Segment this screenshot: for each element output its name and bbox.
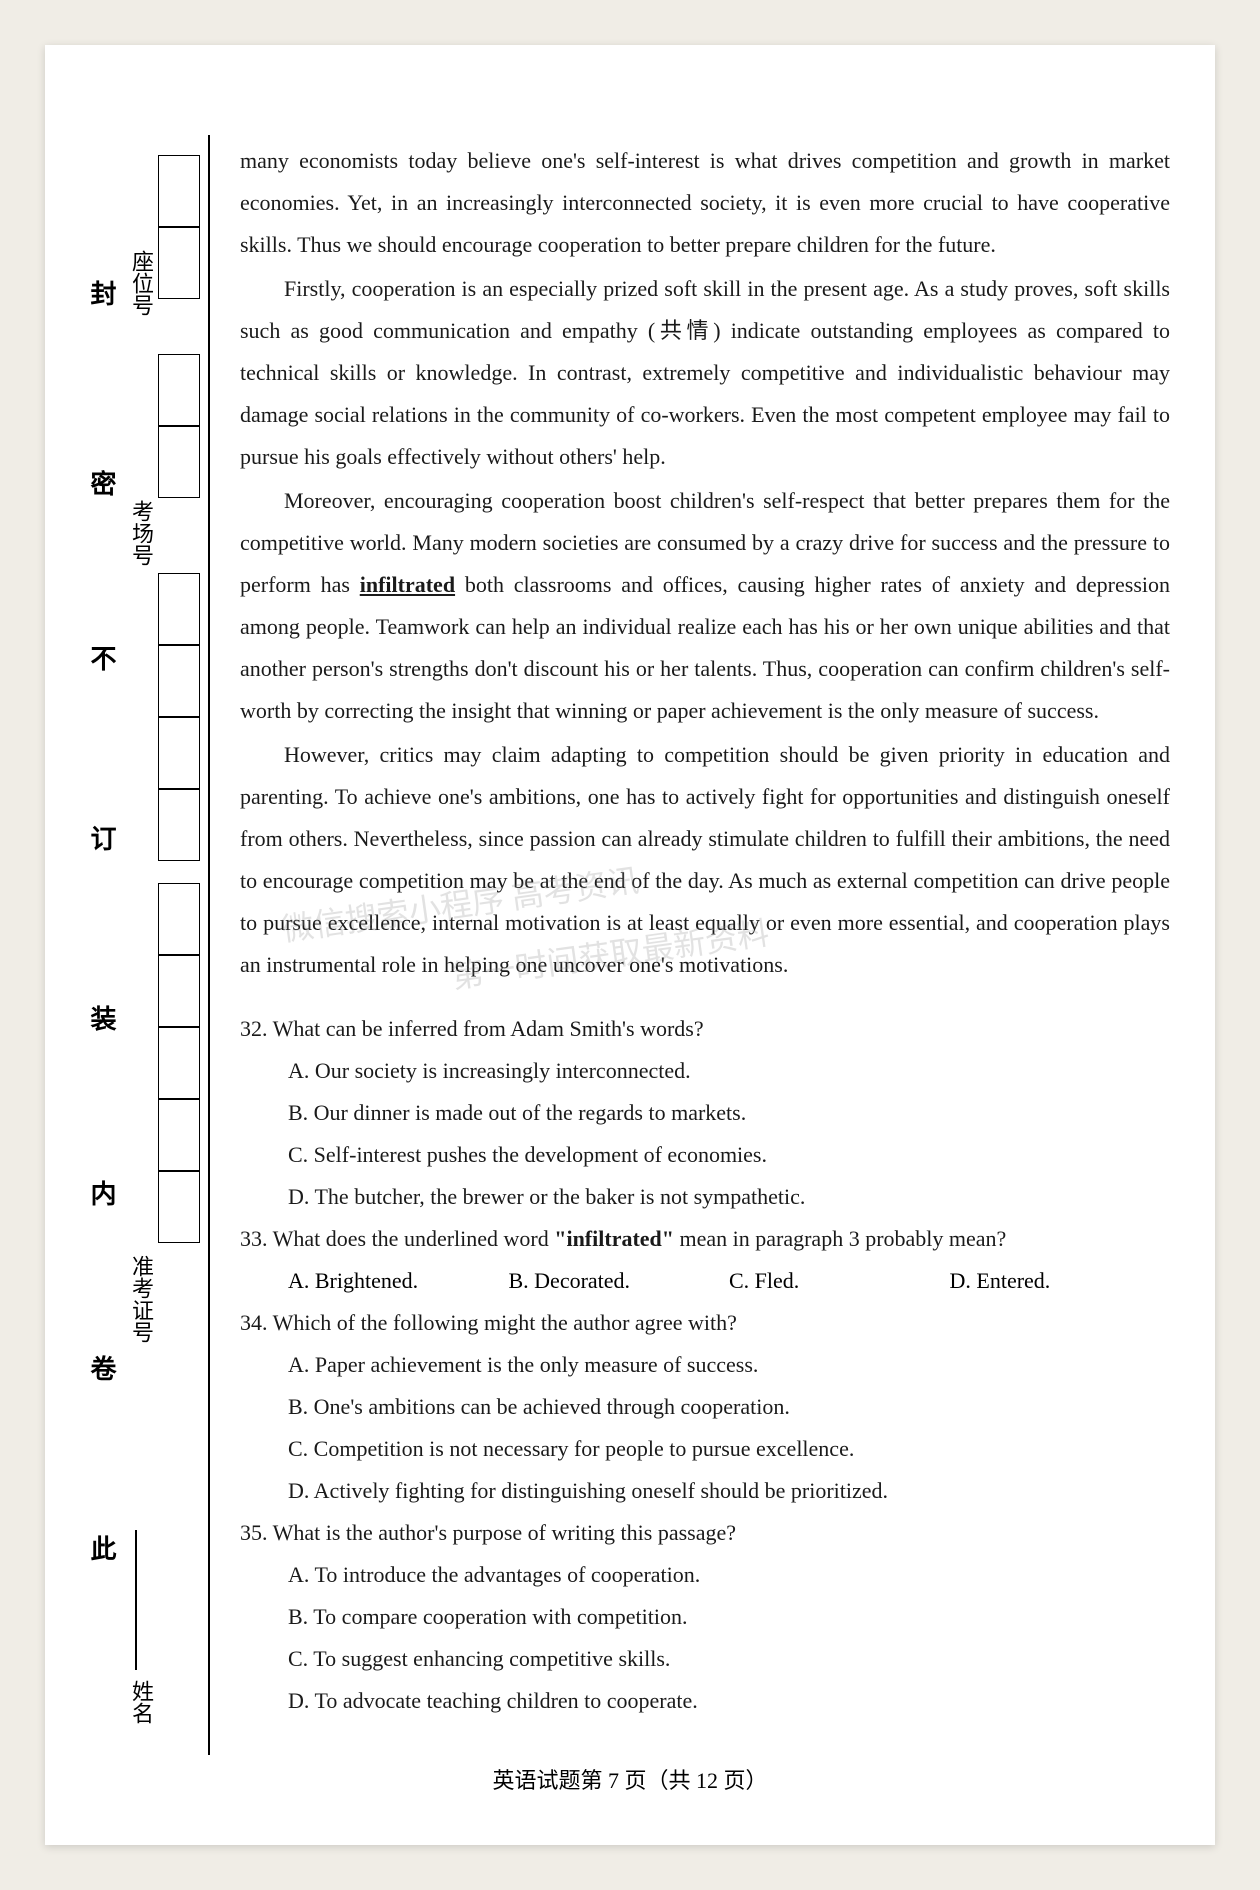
question-32-stem: 32. What can be inferred from Adam Smith… bbox=[240, 1008, 1170, 1050]
q34-option-c: C. Competition is not necessary for peop… bbox=[288, 1428, 1170, 1470]
seat-number-label: 座位号 bbox=[125, 250, 157, 316]
paragraph-2: Firstly, cooperation is an especially pr… bbox=[240, 268, 1170, 478]
name-underline bbox=[135, 1530, 137, 1670]
q35-option-a: A. To introduce the advantages of cooper… bbox=[288, 1554, 1170, 1596]
q32-option-d: D. The butcher, the brewer or the baker … bbox=[288, 1176, 1170, 1218]
answer-boxes bbox=[158, 155, 200, 1243]
seal-label-4: 订 bbox=[83, 825, 120, 851]
q33-options-row: A. Brightened. B. Decorated. C. Fled. D.… bbox=[288, 1260, 1170, 1302]
box-cell bbox=[158, 426, 200, 498]
q33-option-d: D. Entered. bbox=[950, 1260, 1171, 1302]
q34-option-d: D. Actively fighting for distinguishing … bbox=[288, 1470, 1170, 1512]
binding-sidebar: 封 密 不 订 装 内 卷 此 座位号 考场号 准考证号 姓名 bbox=[83, 135, 218, 1755]
q32-option-b: B. Our dinner is made out of the regards… bbox=[288, 1092, 1170, 1134]
q33-option-b: B. Decorated. bbox=[509, 1260, 730, 1302]
page-footer: 英语试题第 7 页（共 12 页） bbox=[45, 1763, 1215, 1795]
q33-bold-word: "infiltrated" bbox=[554, 1226, 674, 1251]
box-cell bbox=[158, 789, 200, 861]
seal-label-7: 卷 bbox=[83, 1355, 120, 1381]
box-cell bbox=[158, 955, 200, 1027]
box-cell bbox=[158, 645, 200, 717]
p4-text: However, critics may claim adapting to c… bbox=[240, 742, 1170, 977]
box-cell bbox=[158, 1099, 200, 1171]
box-cell bbox=[158, 1027, 200, 1099]
binding-line bbox=[208, 135, 210, 1755]
q32-option-c: C. Self-interest pushes the development … bbox=[288, 1134, 1170, 1176]
seal-label-6: 内 bbox=[83, 1180, 120, 1206]
box-cell bbox=[158, 227, 200, 299]
q34-option-b: B. One's ambitions can be achieved throu… bbox=[288, 1386, 1170, 1428]
exam-page: 封 密 不 订 装 内 卷 此 座位号 考场号 准考证号 姓名 bbox=[45, 45, 1215, 1845]
question-35-stem: 35. What is the author's purpose of writ… bbox=[240, 1512, 1170, 1554]
q34-option-a: A. Paper achievement is the only measure… bbox=[288, 1344, 1170, 1386]
box-cell bbox=[158, 717, 200, 789]
seal-label-3: 不 bbox=[83, 645, 120, 671]
q35-option-b: B. To compare cooperation with competiti… bbox=[288, 1596, 1170, 1638]
admission-number-label: 准考证号 bbox=[125, 1255, 157, 1343]
seal-label-1: 封 bbox=[83, 280, 120, 306]
box-cell bbox=[158, 354, 200, 426]
paragraph-1: many economists today believe one's self… bbox=[240, 140, 1170, 266]
box-cell bbox=[158, 155, 200, 227]
seal-label-5: 装 bbox=[83, 1005, 120, 1031]
q33-stem-b: mean in paragraph 3 probably mean? bbox=[674, 1226, 1006, 1251]
name-label: 姓名 bbox=[125, 1680, 157, 1724]
q33-option-a: A. Brightened. bbox=[288, 1260, 509, 1302]
q35-option-d: D. To advocate teaching children to coop… bbox=[288, 1680, 1170, 1722]
box-cell bbox=[158, 1171, 200, 1243]
underlined-word: infiltrated bbox=[360, 572, 455, 597]
q33-stem-a: 33. What does the underlined word bbox=[240, 1226, 554, 1251]
q33-option-c: C. Fled. bbox=[729, 1260, 950, 1302]
question-33-stem: 33. What does the underlined word "infil… bbox=[240, 1218, 1170, 1260]
room-number-label: 考场号 bbox=[125, 500, 157, 566]
box-cell bbox=[158, 573, 200, 645]
box-cell bbox=[158, 883, 200, 955]
seal-label-8: 此 bbox=[83, 1535, 120, 1561]
q35-option-c: C. To suggest enhancing competitive skil… bbox=[288, 1638, 1170, 1680]
seal-label-2: 密 bbox=[83, 470, 120, 496]
paragraph-4: However, critics may claim adapting to c… bbox=[240, 734, 1170, 986]
question-34-stem: 34. Which of the following might the aut… bbox=[240, 1302, 1170, 1344]
main-content: many economists today believe one's self… bbox=[240, 140, 1170, 1722]
q32-option-a: A. Our society is increasingly interconn… bbox=[288, 1050, 1170, 1092]
paragraph-3: Moreover, encouraging cooperation boost … bbox=[240, 480, 1170, 732]
